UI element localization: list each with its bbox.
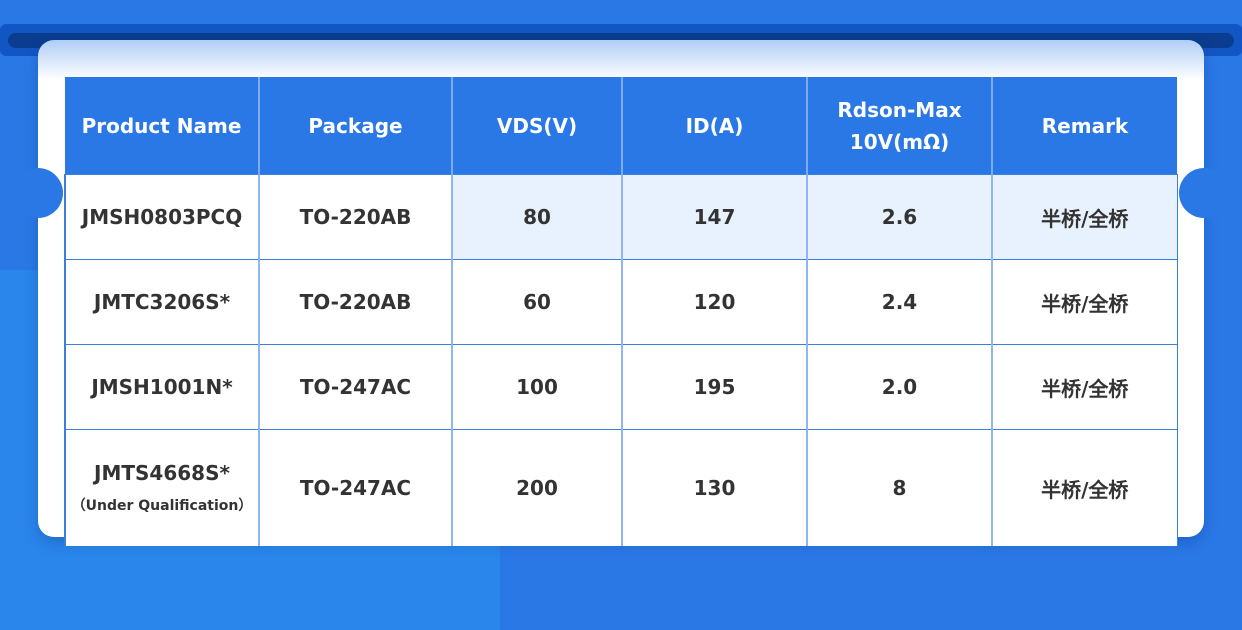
cell-id: 120 [621,259,808,345]
product-name: JMTS4668S* [94,461,230,485]
table-row: JMSH1001N* TO-247AC 100 195 2.0 半桥/全桥 [64,344,1178,430]
cell-product-name: JMTS4668S* （Under Qualification） [64,429,260,546]
header-package: Package [258,77,452,175]
cell-package: TO-247AC [258,429,453,546]
cell-vds: 60 [451,259,623,345]
cell-rdson: 2.0 [806,344,993,430]
table-row: JMTS4668S* （Under Qualification） TO-247AC… [64,429,1178,546]
qualification-note: （Under Qualification） [71,498,253,514]
cell-vds: 80 [451,174,623,260]
cell-vds: 100 [451,344,623,430]
cell-product-name: JMSH0803PCQ [64,174,260,260]
table-row: JMTC3206S* TO-220AB 60 120 2.4 半桥/全桥 [64,259,1178,345]
header-remark: Remark [991,77,1177,175]
header-vds: VDS(V) [451,77,622,175]
cell-vds: 200 [451,429,623,546]
cell-rdson: 8 [806,429,993,546]
cell-package: TO-220AB [258,174,453,260]
cell-id: 195 [621,344,808,430]
cell-rdson: 2.6 [806,174,993,260]
header-rdson-line1: Rdson-Max [837,97,962,122]
header-id: ID(A) [621,77,807,175]
cell-rdson: 2.4 [806,259,993,345]
cell-id: 147 [621,174,808,260]
cell-package: TO-220AB [258,259,453,345]
cell-id: 130 [621,429,808,546]
table-header-row: Product Name Package VDS(V) ID(A) Rdson-… [65,77,1177,175]
cell-product-name: JMSH1001N* [64,344,260,430]
header-product-name: Product Name [65,77,259,175]
table-row: JMSH0803PCQ TO-220AB 80 147 2.6 半桥/全桥 [64,174,1178,260]
cell-remark: 半桥/全桥 [991,429,1178,546]
cell-remark: 半桥/全桥 [991,344,1178,430]
cell-product-name: JMTC3206S* [64,259,260,345]
cell-remark: 半桥/全桥 [991,259,1178,345]
header-rdson: Rdson-Max 10V(mΩ) [806,77,992,175]
header-rdson-line2: 10V(mΩ) [849,129,950,154]
card-notch-left [13,168,63,218]
product-table: Product Name Package VDS(V) ID(A) Rdson-… [64,77,1178,546]
card-notch-right [1179,168,1229,218]
cell-package: TO-247AC [258,344,453,430]
cell-remark: 半桥/全桥 [991,174,1178,260]
